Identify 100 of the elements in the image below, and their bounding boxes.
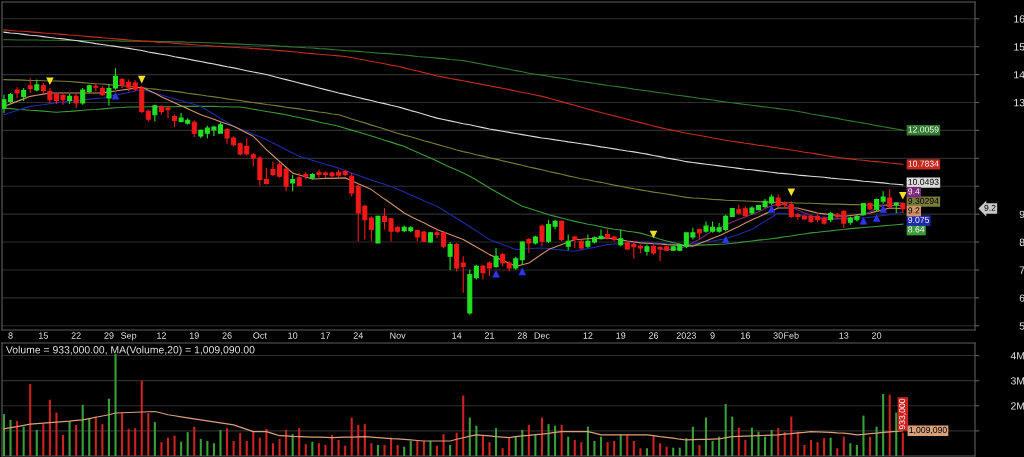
bar [252, 431, 255, 456]
candlestick [618, 228, 624, 247]
bar [580, 442, 583, 456]
bar [632, 440, 635, 456]
candlestick [532, 235, 538, 246]
bar [370, 443, 373, 456]
bar [678, 447, 681, 456]
bar [42, 424, 45, 456]
bar [534, 434, 537, 456]
x-tick-label: 28 [517, 332, 527, 339]
bar [55, 412, 58, 456]
candlestick [198, 129, 204, 139]
data-label: 9.30294 [908, 197, 939, 204]
bar [199, 438, 202, 456]
bar [212, 443, 215, 456]
x-tick-label: 24 [353, 332, 364, 339]
bar [737, 427, 740, 456]
candlestick [893, 201, 899, 214]
data-label: 8.64 [908, 226, 925, 233]
data-label: 9.2 [908, 207, 920, 214]
x-tick-label: 19 [616, 332, 626, 339]
x-tick-label: 20 [872, 332, 882, 339]
bar [134, 428, 137, 456]
bar [147, 413, 150, 456]
x-tick-label: 26 [648, 332, 659, 339]
candlestick [67, 93, 73, 105]
candlestick [506, 260, 512, 272]
bar [245, 440, 248, 456]
candlestick [519, 240, 525, 266]
data-label: 9.075 [908, 216, 930, 223]
point [46, 77, 54, 86]
x-tick-label: 2023 [676, 332, 696, 339]
data-label: 10.7834 [908, 160, 939, 167]
data-label: 933,000 [899, 398, 907, 430]
bar [639, 448, 642, 456]
candlestick [27, 77, 33, 94]
bar [265, 428, 268, 456]
bar [895, 412, 898, 456]
x-tick-label: 8 [8, 332, 13, 339]
bar [330, 434, 334, 456]
point [879, 205, 887, 213]
bar [206, 440, 209, 456]
candlestick [349, 172, 355, 197]
bar [317, 443, 320, 456]
x-tick-label: Oct [253, 332, 267, 339]
candlestick [473, 264, 479, 281]
x-tick-label: 16 [741, 332, 750, 339]
bar [140, 380, 143, 456]
bar [593, 440, 596, 456]
x-tick-label: Sep [121, 332, 137, 341]
x-tick-label: 10 [288, 332, 298, 339]
x-tick-label: 12 [157, 332, 166, 339]
bar [862, 415, 865, 456]
x-tick-label: 15 [39, 332, 48, 339]
bar [672, 447, 675, 456]
y-tick-label: 6 [1019, 294, 1024, 302]
bar [29, 383, 32, 456]
bar [462, 395, 465, 456]
point [518, 267, 527, 276]
bar [166, 437, 170, 456]
data-label: 1,009,090 [909, 426, 947, 434]
bar [107, 398, 110, 456]
point [137, 75, 146, 84]
bar [225, 428, 229, 456]
bar [88, 418, 91, 456]
y-tick-label: 5 [1019, 322, 1024, 330]
bar [160, 442, 163, 456]
point [721, 235, 730, 244]
candlestick [40, 82, 46, 94]
y-tick-label: 4M [1010, 352, 1024, 360]
bar [488, 442, 491, 456]
bar [809, 439, 813, 456]
candlestick [874, 197, 880, 212]
candlestick [860, 202, 866, 217]
y-tick-label: 15 [1014, 43, 1024, 51]
bar [501, 448, 504, 456]
candlestick [867, 201, 873, 211]
chart-title: Volume = 933,000.00, MA(Volume,20) = 1,009,090.00 [5, 345, 255, 356]
x-tick-label: 12 [583, 332, 593, 339]
bar [396, 444, 399, 456]
bar [836, 448, 839, 456]
bar [514, 436, 517, 456]
candlestick [191, 119, 197, 138]
bar [560, 424, 563, 456]
bar [291, 434, 294, 456]
bar [121, 413, 124, 456]
bar [481, 435, 484, 456]
candlestick [559, 219, 565, 242]
bar [449, 444, 452, 456]
bar [652, 435, 655, 456]
candlestick [526, 237, 532, 254]
bar [599, 436, 603, 456]
y-tick-label: 13 [1014, 98, 1024, 107]
candlestick [447, 241, 453, 271]
bar [704, 417, 708, 456]
bar [527, 424, 530, 456]
bar [383, 444, 386, 456]
bar [764, 436, 767, 456]
bar [724, 404, 727, 456]
data-label: 12.0059 [908, 126, 939, 133]
